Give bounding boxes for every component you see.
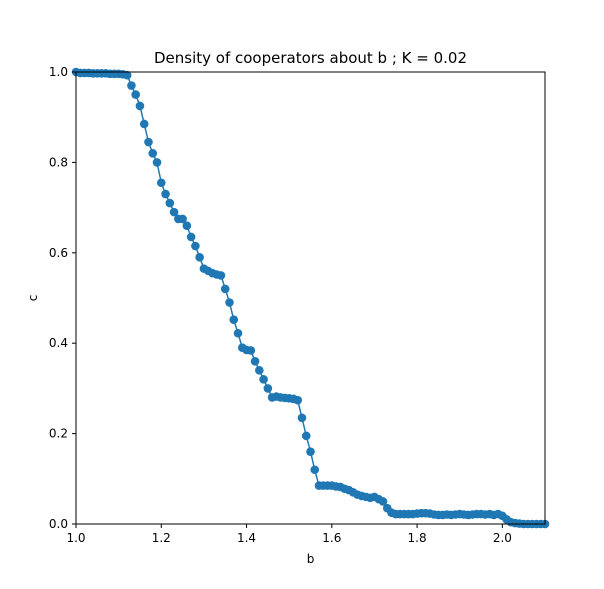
- data-point: [122, 70, 132, 80]
- y-tick-label: 0.4: [49, 336, 68, 350]
- data-point: [216, 271, 226, 280]
- data-point: [139, 119, 149, 129]
- data-point: [195, 253, 204, 262]
- data-point: [378, 497, 388, 506]
- data-point: [293, 395, 303, 405]
- y-tick-label: 0.8: [49, 155, 68, 169]
- x-axis-label: b: [307, 552, 315, 566]
- x-tick-label: 1.8: [408, 531, 427, 545]
- x-tick-label: 1.0: [66, 531, 85, 545]
- data-point: [233, 328, 243, 338]
- y-axis-ticks: 0.0 0.2 0.4 0.6 0.8 1.0: [49, 65, 76, 531]
- data-point: [169, 207, 179, 217]
- x-axis-ticks: 1.0 1.2 1.4 1.6 1.8 2.0: [66, 524, 512, 545]
- data-point: [229, 315, 239, 325]
- data-point: [131, 90, 140, 99]
- y-tick-label: 0.6: [49, 246, 68, 260]
- data-point: [263, 384, 273, 393]
- y-tick-label: 0.0: [49, 517, 68, 531]
- data-point: [246, 346, 256, 355]
- y-axis-label: c: [26, 295, 40, 302]
- data-point: [297, 413, 307, 423]
- data-point: [161, 189, 170, 199]
- data-point: [250, 356, 260, 366]
- data-point: [191, 241, 200, 251]
- data-point: [225, 298, 234, 307]
- x-tick-label: 1.4: [237, 531, 256, 545]
- data-point: [186, 232, 196, 242]
- axes-frame: [75, 71, 546, 525]
- x-tick-label: 2.0: [493, 531, 512, 545]
- data-point: [156, 178, 166, 188]
- x-tick-label: 1.6: [322, 531, 341, 545]
- data-point: [255, 366, 264, 375]
- data-point: [259, 375, 268, 384]
- data-point: [220, 284, 230, 294]
- y-tick-label: 0.2: [49, 427, 68, 441]
- data-point: [306, 447, 315, 456]
- data-point: [135, 101, 145, 111]
- chart-title: Density of cooperators about b ; K = 0.0…: [154, 49, 467, 67]
- data-point: [310, 465, 320, 475]
- data-point: [182, 221, 192, 230]
- data-point: [144, 137, 153, 147]
- data-point: [148, 149, 158, 158]
- data-point: [165, 198, 175, 208]
- y-tick-label: 1.0: [49, 65, 68, 79]
- data-point: [127, 81, 136, 90]
- data-point: [301, 431, 311, 441]
- data-point: [152, 158, 162, 167]
- x-tick-label: 1.2: [152, 531, 171, 545]
- data-point: [178, 214, 187, 224]
